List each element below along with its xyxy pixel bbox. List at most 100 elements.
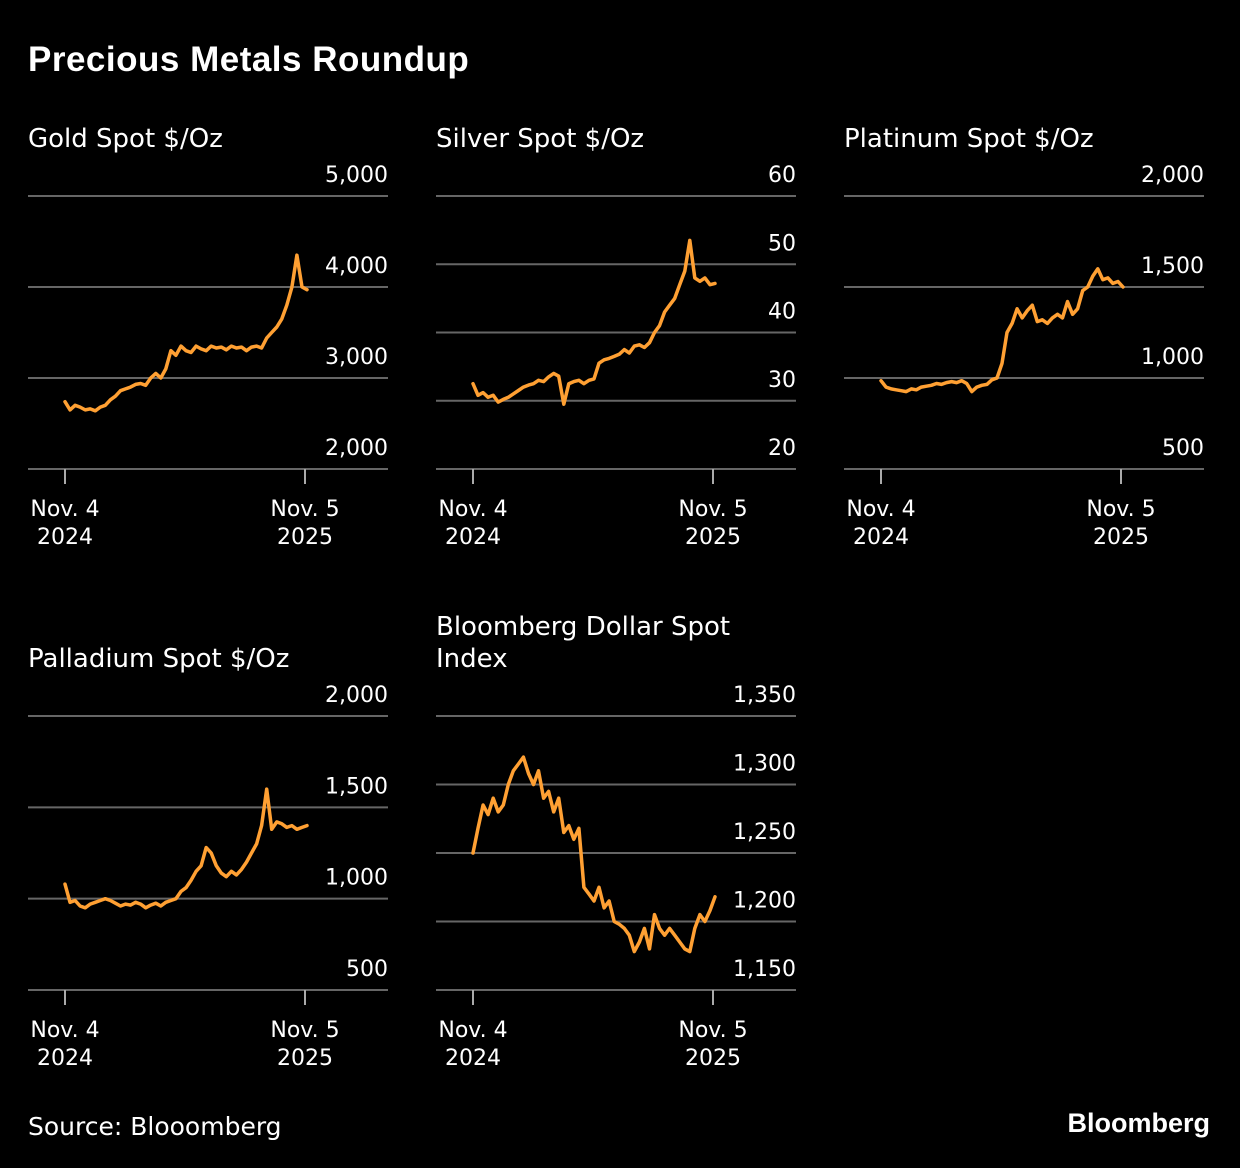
data-point bbox=[945, 381, 948, 384]
data-point bbox=[291, 824, 293, 827]
data-point bbox=[104, 404, 107, 407]
y-tick-label: 2,000 bbox=[1141, 163, 1204, 188]
data-point bbox=[593, 378, 595, 380]
data-point bbox=[74, 899, 76, 902]
data-point bbox=[663, 934, 666, 936]
data-point bbox=[129, 386, 132, 388]
data-point bbox=[915, 389, 918, 391]
data-point bbox=[608, 357, 610, 360]
y-tick-label: 2,000 bbox=[325, 683, 388, 708]
data-point bbox=[583, 382, 585, 385]
data-point bbox=[965, 382, 968, 385]
data-point bbox=[557, 797, 560, 799]
data-point bbox=[89, 903, 92, 905]
data-point bbox=[658, 927, 661, 930]
data-point bbox=[996, 377, 998, 379]
data-point bbox=[704, 920, 706, 923]
data-point bbox=[165, 368, 167, 370]
chart-title: Bloomberg Dollar Spot bbox=[436, 612, 730, 642]
data-point bbox=[175, 897, 177, 900]
data-point bbox=[134, 901, 137, 904]
data-point bbox=[900, 389, 902, 392]
source-note: Source: Blooomberg bbox=[28, 1112, 282, 1141]
data-point bbox=[190, 351, 192, 354]
data-point bbox=[255, 843, 258, 845]
data-point bbox=[265, 337, 268, 339]
data-point bbox=[925, 385, 928, 387]
series-line bbox=[63, 253, 309, 413]
data-point bbox=[104, 897, 107, 900]
data-point bbox=[306, 288, 308, 291]
data-point bbox=[64, 883, 66, 885]
data-point bbox=[699, 280, 701, 283]
data-point bbox=[668, 927, 671, 930]
data-point bbox=[149, 904, 152, 906]
data-point bbox=[1122, 286, 1124, 288]
data-point bbox=[296, 828, 298, 831]
data-point bbox=[275, 326, 278, 328]
y-tick-label: 50 bbox=[768, 231, 796, 256]
data-point bbox=[562, 403, 565, 405]
data-point bbox=[1001, 362, 1003, 365]
data-point bbox=[633, 950, 636, 953]
data-point bbox=[986, 383, 988, 386]
data-point bbox=[472, 382, 474, 385]
data-point bbox=[89, 408, 92, 410]
y-tick-label: 30 bbox=[768, 368, 796, 393]
y-tick-label: 500 bbox=[1162, 436, 1204, 461]
data-point bbox=[678, 941, 681, 943]
data-point bbox=[74, 404, 76, 407]
data-point bbox=[567, 824, 570, 827]
data-point bbox=[170, 349, 172, 352]
data-point bbox=[210, 345, 213, 347]
data-point bbox=[960, 379, 963, 382]
data-point bbox=[537, 379, 540, 382]
data-point bbox=[301, 826, 303, 829]
data-point bbox=[714, 282, 716, 285]
data-point bbox=[79, 905, 81, 907]
data-point bbox=[492, 394, 494, 397]
data-point bbox=[573, 380, 575, 383]
x-tick-label-year: 2025 bbox=[277, 525, 333, 550]
x-tick-label-year: 2025 bbox=[685, 1046, 741, 1071]
data-point bbox=[245, 861, 248, 863]
chart-title: Silver Spot $/Oz bbox=[436, 124, 644, 154]
data-point bbox=[673, 934, 676, 936]
data-point bbox=[129, 904, 132, 906]
data-point bbox=[648, 341, 651, 344]
data-point bbox=[668, 304, 671, 307]
chart-title: Gold Spot $/Oz bbox=[28, 124, 223, 154]
data-point bbox=[588, 379, 590, 382]
data-point bbox=[154, 902, 157, 905]
data-point bbox=[618, 353, 621, 356]
data-point bbox=[109, 899, 112, 902]
data-point bbox=[683, 948, 686, 950]
data-point bbox=[109, 399, 112, 401]
data-point bbox=[920, 386, 923, 388]
data-point bbox=[562, 831, 565, 834]
data-point bbox=[694, 277, 696, 279]
y-tick-label: 5,000 bbox=[325, 163, 388, 188]
data-point bbox=[507, 783, 510, 786]
data-point bbox=[99, 406, 102, 408]
data-point bbox=[623, 348, 626, 351]
data-point bbox=[185, 349, 187, 352]
chart-4: Palladium Spot $/Oz 2,000 1,500 1,000 500 Nov… bbox=[28, 644, 388, 1071]
x-tick-label: Nov. 4 bbox=[438, 1018, 507, 1043]
data-point bbox=[119, 389, 122, 392]
data-point bbox=[235, 347, 238, 349]
data-point bbox=[124, 903, 127, 905]
data-point bbox=[1036, 320, 1039, 323]
data-point bbox=[603, 359, 605, 361]
data-point bbox=[265, 788, 268, 790]
y-tick-label: 1,000 bbox=[1141, 345, 1204, 370]
y-tick-label: 20 bbox=[768, 436, 796, 461]
page-title: Precious Metals Roundup bbox=[28, 40, 470, 79]
data-point bbox=[240, 868, 243, 871]
data-point bbox=[613, 355, 615, 358]
data-point bbox=[220, 346, 223, 348]
data-point bbox=[975, 386, 978, 388]
data-point bbox=[139, 903, 142, 905]
data-point bbox=[895, 389, 897, 391]
data-point bbox=[885, 386, 887, 388]
